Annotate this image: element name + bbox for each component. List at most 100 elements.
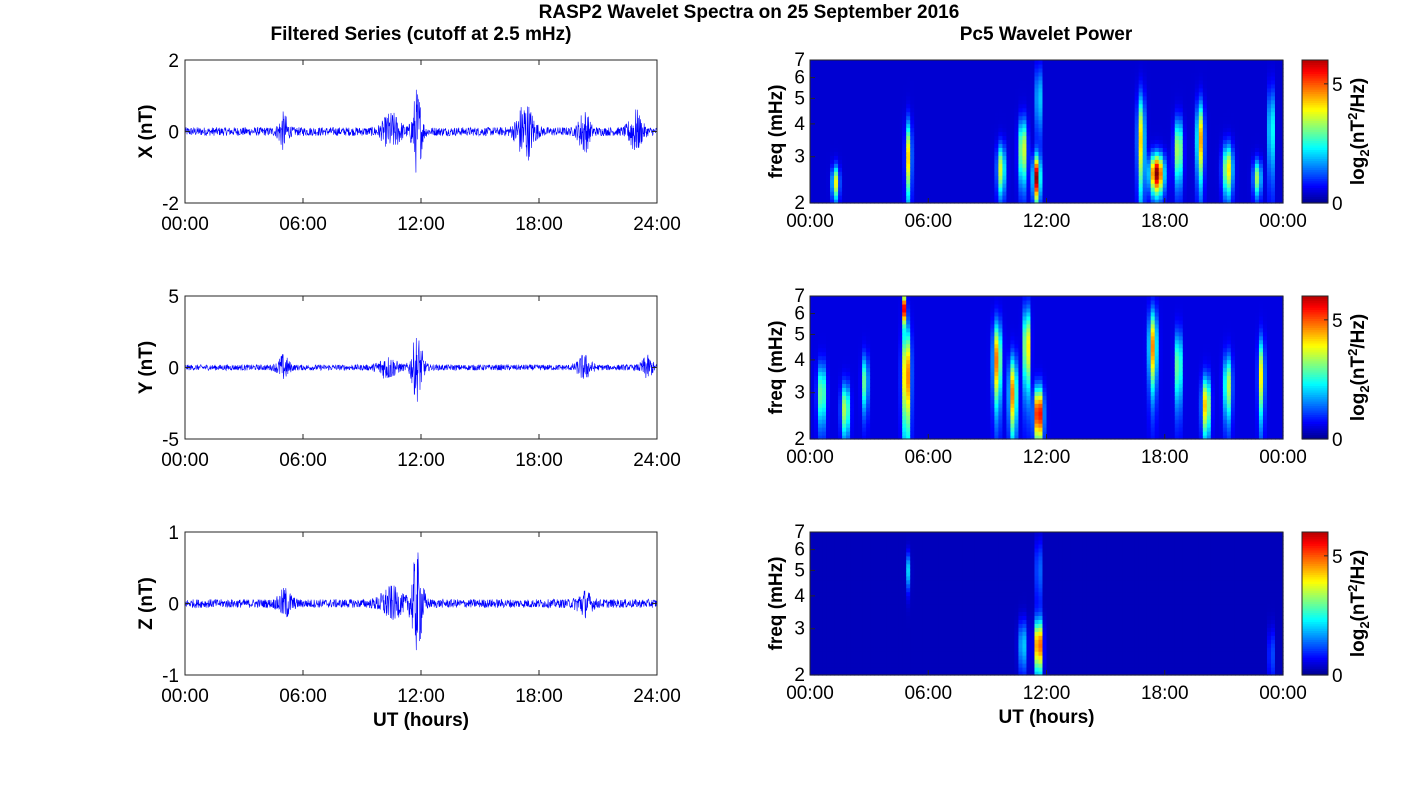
heatmap-cell [850,299,855,305]
heatmap-cell [938,71,943,77]
heatmap-cell [866,407,871,412]
heatmap-cell [1106,171,1112,176]
heatmap-cell [858,411,863,416]
heatmap-cell [1122,75,1128,81]
heatmap-cell [1002,131,1008,137]
heatmap-cell [1250,147,1256,152]
heatmap-cell [866,323,871,329]
heatmap-cell [1170,91,1176,97]
heatmap-cell [922,135,927,141]
heatmap-cell [1246,91,1252,97]
heatmap-cell [1102,135,1108,141]
heatmap-cell [846,315,851,321]
heatmap-cell [1118,71,1124,77]
heatmap-cell [1214,187,1220,192]
heatmap-cell [830,63,835,69]
heatmap-cell [1034,91,1040,97]
heatmap-cell [1246,143,1252,148]
heatmap-cell [954,107,959,113]
heatmap-cell [1062,63,1068,69]
heatmap-cell [866,63,871,69]
heatmap-cell [1126,187,1132,192]
heatmap-cell [1214,87,1220,93]
heatmap-cell [962,155,967,160]
heatmap-cell [1194,183,1200,188]
heatmap-cell [1206,111,1212,117]
heatmap-cell [1010,143,1016,148]
heatmap-cell [906,115,911,121]
heatmap-cell [830,179,835,184]
heatmap-cell [1194,199,1200,204]
heatmap-cell [1202,167,1208,172]
heatmap-cell [1138,119,1144,125]
heatmap-cell [898,191,903,196]
heatmap-cell [1086,183,1092,188]
heatmap-cell [1094,63,1100,69]
heatmap-cell [838,131,843,137]
heatmap-cell [1086,119,1092,125]
heatmap-cell [1090,60,1096,65]
heatmap-cell [1062,199,1068,204]
heatmap-cell [862,335,867,341]
heatmap-cell [1202,95,1208,101]
heatmap-cell [926,75,931,81]
heatmap-cell [1162,155,1168,160]
heatmap-cell [994,175,999,180]
heatmap-cell [1106,179,1112,184]
heatmap-cell [1078,151,1084,156]
heatmap-cell [1182,151,1188,156]
heatmap-cell [1010,187,1016,192]
y-tick-label: 0 [168,359,179,380]
heatmap-cell [1114,199,1120,204]
heatmap-cell [870,387,875,392]
heatmap-cell [850,431,855,436]
heatmap-cell [938,111,943,117]
heatmap-cell [818,375,823,381]
heatmap-cell [1218,75,1224,81]
heatmap-cell [1246,151,1252,156]
heatmap-cell [1262,115,1268,121]
heatmap-cell [882,119,887,125]
heatmap-cell [1218,155,1224,160]
heatmap-cell [1162,71,1168,77]
heatmap-cell [1054,131,1060,137]
heatmap-cell [1214,163,1220,168]
heatmap-cell [1230,167,1236,172]
heatmap-cell [890,131,895,137]
heatmap-cell [890,127,895,133]
heatmap-cell [826,127,831,133]
heatmap-cell [1158,115,1164,121]
heatmap-cell [874,67,879,73]
heatmap-cell [954,131,959,137]
heatmap-cell [1274,183,1280,188]
heatmap-cell [1082,107,1088,113]
heatmap-cell [862,119,867,125]
heatmap-cell [1146,71,1152,77]
heatmap-cell [1122,83,1128,89]
heatmap-cell [1030,103,1036,109]
heatmap-cell [878,127,883,133]
heatmap-cell [814,191,819,196]
heatmap-cell [938,67,943,73]
heatmap-cell [1018,167,1024,172]
heatmap-cell [1106,135,1112,141]
heatmap-cell [1198,151,1204,156]
heatmap-cell [1274,175,1280,180]
heatmap-cell [1034,63,1040,69]
heatmap-cell [1202,159,1208,164]
heatmap-cell [810,167,815,172]
heatmap-cell [1106,87,1112,93]
heatmap-cell [1162,175,1168,180]
heatmap-cell [1002,111,1008,117]
heatmap-cell [962,147,967,152]
heatmap-cell [914,171,919,176]
heatmap-cell [1266,91,1272,97]
heatmap-cell [1218,131,1224,137]
heatmap-cell [1134,87,1140,93]
heatmap-cell [898,119,903,125]
heatmap-cell [858,323,863,329]
heatmap-cell [934,159,939,164]
heatmap-cell [862,419,867,424]
heatmap-cell [1186,131,1192,137]
heatmap-cell [1194,195,1200,200]
